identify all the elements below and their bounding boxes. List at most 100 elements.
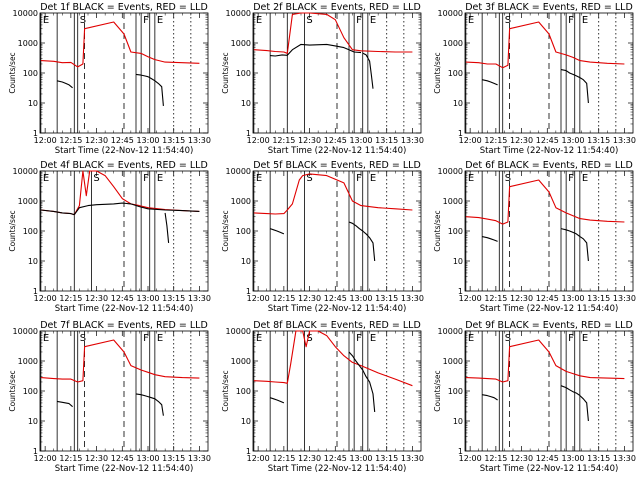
x-tick-label: 13:15 [587,294,610,303]
y-tick-label: 1000 [231,39,251,48]
chart-title: Det 6f BLACK = Events, RED = LLD [465,160,633,171]
events-series-line [40,202,200,216]
events-series-line [481,79,498,86]
chart-title: Det 9f BLACK = Events, RED = LLD [465,320,633,331]
time-marker-label: E [582,333,588,344]
y-axis-label: Counts/sec [433,52,442,93]
lld-series-line [40,170,200,216]
y-tick-label: 1 [33,287,38,296]
y-tick-label: 100 [236,227,251,236]
time-marker-label: E [256,173,262,184]
x-axis-label: Start Time (22-Nov-12 11:54:40) [268,304,407,314]
x-tick-label: 13:30 [401,294,424,303]
time-marker-label: E [468,333,474,344]
events-series-line [348,351,376,413]
x-tick-label: 12:30 [510,136,533,145]
events-series-line [560,385,589,422]
y-axis-label: Counts/sec [433,370,442,411]
y-tick-label: 1 [458,287,463,296]
x-tick-label: 13:15 [162,294,185,303]
y-axis-label: Counts/sec [221,210,230,251]
time-marker-label: E [370,173,376,184]
chart-title: Det 5f BLACK = Events, RED = LLD [253,160,421,171]
x-tick-label: 12:00 [247,136,270,145]
time-marker-label: E [43,15,49,26]
x-tick-label: 12:45 [324,294,347,303]
chart-panel-6: Det 6f BLACK = Events, RED = LLD 1 10 100 10… [433,160,636,314]
x-tick-label: 12:30 [85,454,108,463]
x-tick-label: 12:30 [85,294,108,303]
events-series-line [135,73,164,106]
x-tick-label: 13:00 [136,294,159,303]
y-tick-label: 10000 [13,327,38,336]
x-tick-label: 12:45 [111,136,134,145]
lld-series-line [465,339,625,383]
x-tick-label: 13:30 [613,294,636,303]
y-tick-label: 10000 [226,327,251,336]
time-marker-label: F [356,173,362,184]
time-marker-label: S [93,173,99,184]
events-series-line [270,43,362,57]
y-tick-label: 10000 [438,167,463,176]
chart-title: Det 1f BLACK = Events, RED = LLD [40,2,208,13]
x-tick-label: 13:15 [375,136,398,145]
events-series-line [56,80,73,89]
time-marker-label: S [80,333,86,344]
y-tick-label: 10 [453,99,463,108]
x-tick-label: 13:00 [561,294,584,303]
events-series-line [560,69,589,104]
events-series-line [269,228,285,235]
x-tick-label: 13:15 [587,454,610,463]
y-tick-label: 100 [236,69,251,78]
y-tick-label: 10 [241,257,251,266]
x-axis-label: Start Time (22-Nov-12 11:54:40) [480,304,619,314]
x-tick-label: 13:15 [162,454,185,463]
y-tick-label: 10 [28,417,38,426]
time-marker-label: E [43,333,49,344]
y-tick-label: 10000 [13,9,38,18]
y-tick-label: 10 [28,257,38,266]
x-tick-label: 12:15 [272,454,295,463]
x-tick-label: 13:00 [136,454,159,463]
x-tick-label: 12:30 [85,136,108,145]
time-marker-label: E [582,173,588,184]
chart-title: Det 3f BLACK = Events, RED = LLD [465,2,633,13]
time-marker-label: E [157,15,163,26]
y-tick-label: 100 [23,69,38,78]
y-axis-label: Counts/sec [433,210,442,251]
x-axis-label: Start Time (22-Nov-12 11:54:40) [480,146,619,156]
time-marker-label: S [306,333,312,344]
x-tick-label: 12:45 [324,136,347,145]
time-marker-label: F [356,15,362,26]
x-tick-label: 13:00 [561,454,584,463]
y-tick-label: 100 [448,69,463,78]
events-series-line [560,228,589,262]
x-tick-label: 12:15 [272,294,295,303]
x-axis-label: Start Time (22-Nov-12 11:54:40) [268,464,407,474]
x-tick-label: 12:45 [111,294,134,303]
y-tick-label: 1000 [18,197,38,206]
x-tick-label: 12:00 [34,136,57,145]
lld-series-line [40,21,200,68]
x-tick-label: 13:30 [188,136,211,145]
x-tick-label: 13:15 [587,136,610,145]
y-tick-label: 10 [453,417,463,426]
x-tick-label: 13:30 [613,136,636,145]
y-tick-label: 10 [241,417,251,426]
y-axis-label: Counts/sec [8,370,17,411]
time-marker-label: E [468,173,474,184]
events-series-line [481,236,498,242]
time-marker-label: S [80,15,86,26]
x-axis-label: Start Time (22-Nov-12 11:54:40) [55,146,194,156]
events-series-line [348,221,376,262]
x-tick-label: 12:45 [324,454,347,463]
time-marker-label: S [505,15,511,26]
x-tick-label: 12:15 [59,136,82,145]
y-tick-label: 10000 [438,9,463,18]
y-tick-label: 1 [246,287,251,296]
x-tick-label: 13:15 [162,136,185,145]
events-series-line [135,393,164,416]
x-axis-label: Start Time (22-Nov-12 11:54:40) [55,304,194,314]
y-tick-label: 1000 [18,357,38,366]
x-tick-label: 13:30 [613,454,636,463]
